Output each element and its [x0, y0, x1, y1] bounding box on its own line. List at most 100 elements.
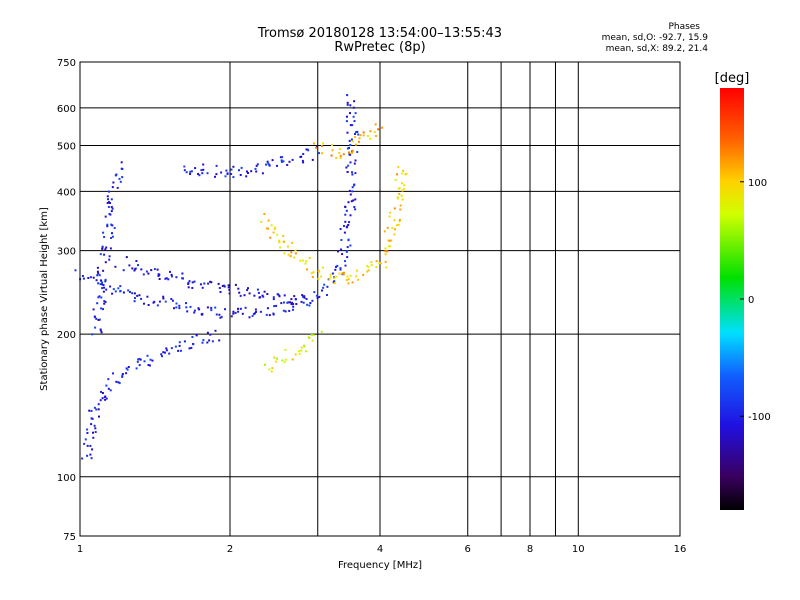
data-point [107, 206, 110, 208]
data-point [318, 152, 320, 155]
data-point [96, 270, 99, 273]
data-point [135, 260, 138, 262]
x-tick-label: 10 [572, 544, 585, 555]
data-point [171, 299, 174, 302]
data-point [101, 247, 104, 250]
data-point [109, 285, 112, 288]
data-point [265, 227, 268, 230]
data-point [201, 341, 204, 344]
data-point [139, 358, 142, 361]
data-point [346, 147, 349, 150]
data-point [206, 306, 209, 309]
data-point [230, 315, 233, 318]
data-point [393, 233, 396, 236]
data-point [147, 304, 150, 306]
data-points [74, 94, 408, 460]
data-point [101, 392, 104, 394]
data-point [93, 406, 96, 409]
data-point [355, 269, 358, 272]
data-point [175, 302, 178, 305]
data-point [120, 161, 123, 164]
data-point [374, 123, 377, 126]
data-point [265, 163, 267, 166]
data-point [310, 272, 313, 275]
y-tick-label: 600 [57, 104, 76, 115]
data-point [349, 104, 352, 107]
data-point [349, 161, 352, 164]
data-point [107, 387, 110, 390]
data-point [355, 143, 357, 146]
data-point [170, 347, 173, 350]
data-point [100, 296, 103, 299]
data-point [218, 339, 221, 342]
data-point [220, 315, 223, 318]
data-point [300, 349, 303, 352]
data-point [356, 151, 359, 153]
data-point [151, 359, 154, 362]
data-point [191, 281, 194, 284]
data-point [347, 278, 350, 281]
data-point [97, 282, 100, 285]
data-point [147, 364, 150, 366]
data-point [384, 250, 387, 253]
data-point [315, 146, 318, 149]
data-point [293, 295, 296, 298]
data-point [330, 154, 333, 157]
data-point [164, 277, 167, 280]
data-point [181, 272, 184, 275]
data-point [386, 250, 389, 253]
data-point [311, 299, 314, 302]
data-point [133, 269, 136, 272]
data-point [255, 164, 258, 167]
data-point [137, 264, 139, 267]
data-point [273, 305, 276, 308]
data-point [104, 215, 107, 218]
data-point [313, 142, 316, 145]
data-point [254, 308, 257, 311]
colorbar-tick-labels: -100 0 100 [740, 178, 771, 423]
data-point [96, 302, 99, 305]
data-point [346, 275, 349, 278]
data-point [209, 280, 212, 283]
data-point [246, 170, 248, 173]
data-point [138, 294, 141, 297]
data-point [284, 358, 287, 361]
data-point [359, 134, 362, 137]
data-point [268, 314, 271, 317]
data-point [186, 310, 189, 313]
data-point [262, 295, 265, 298]
data-point [346, 225, 349, 228]
data-point [102, 290, 105, 293]
data-point [247, 287, 249, 290]
data-point [92, 431, 94, 434]
data-point [333, 277, 336, 280]
data-point [267, 227, 270, 230]
data-point [348, 139, 351, 142]
data-point [91, 448, 94, 451]
data-point [234, 283, 237, 286]
x-tick-label: 6 [465, 544, 471, 555]
data-point [116, 186, 119, 189]
data-point [102, 269, 105, 272]
data-point [294, 353, 297, 356]
data-point [277, 293, 280, 296]
data-point [266, 307, 269, 310]
data-point [347, 224, 350, 226]
data-point [280, 160, 283, 163]
data-point [165, 347, 168, 350]
data-point [348, 189, 351, 192]
data-point [228, 292, 231, 295]
data-point [163, 351, 166, 354]
data-point [272, 312, 275, 315]
data-point [110, 206, 113, 208]
data-point [373, 131, 376, 133]
data-point [210, 306, 213, 309]
data-point [403, 184, 406, 187]
data-point [161, 355, 163, 358]
data-point [106, 223, 109, 226]
data-point [256, 163, 259, 166]
data-point [253, 294, 256, 297]
data-point [357, 133, 360, 136]
data-point [309, 302, 312, 304]
data-point [86, 432, 89, 434]
